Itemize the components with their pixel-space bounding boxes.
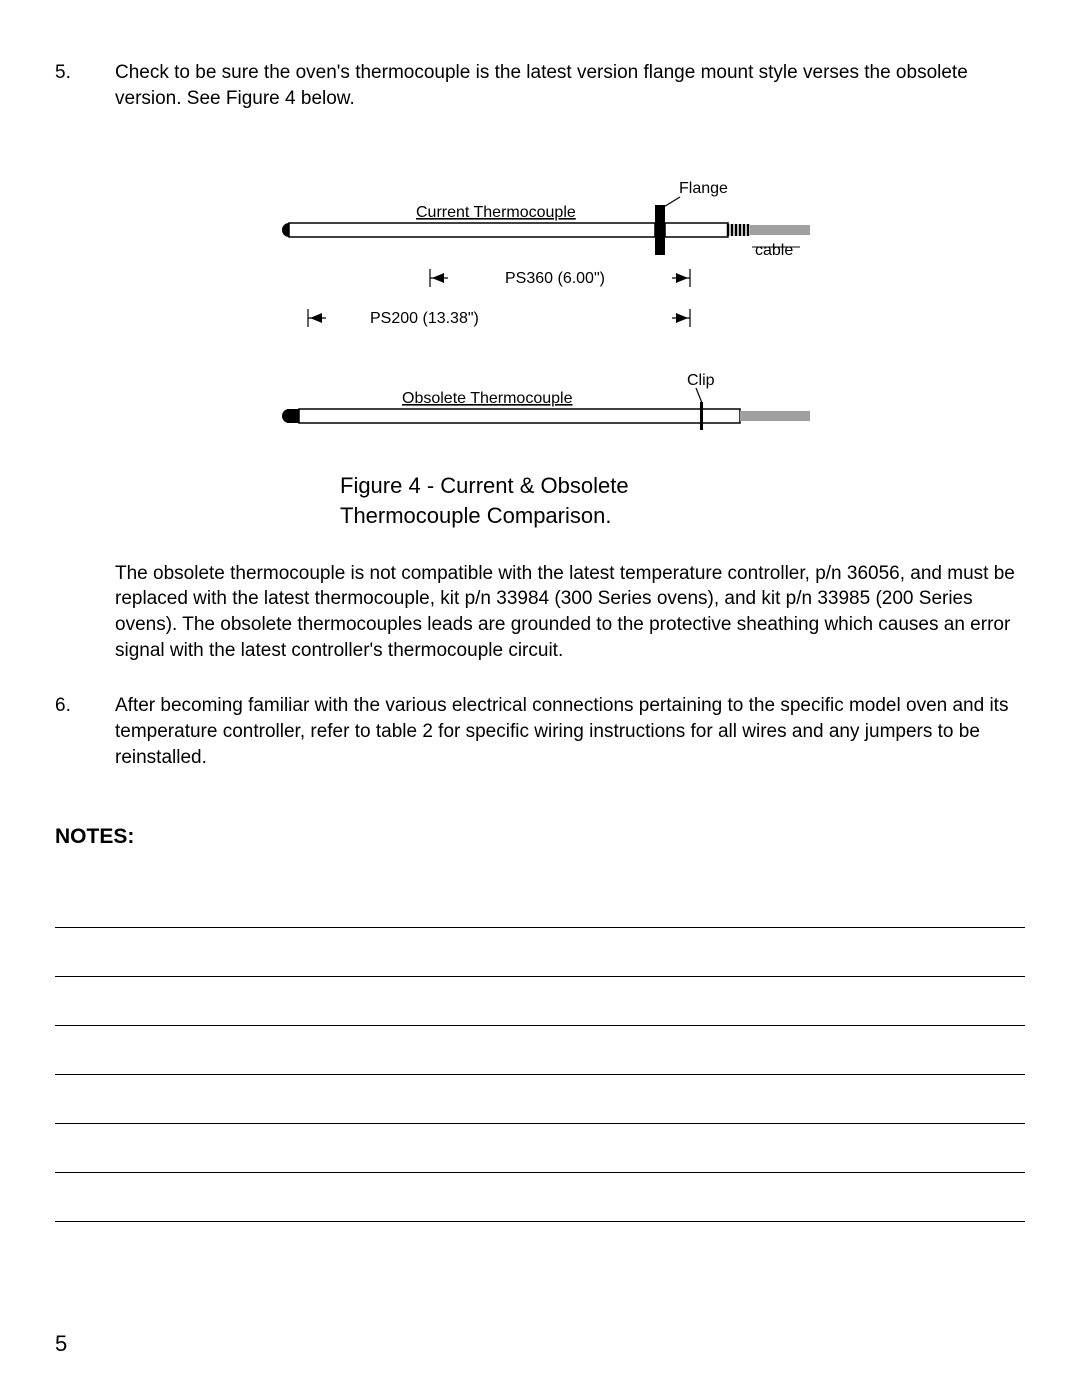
note-line xyxy=(55,879,1025,928)
note-line xyxy=(55,1026,1025,1075)
caption-line-1: Figure 4 - Current & Obsolete xyxy=(340,473,629,498)
page: 5. Check to be sure the oven's thermocou… xyxy=(0,0,1080,1397)
page-number: 5 xyxy=(55,1331,67,1357)
notes-lines xyxy=(55,879,1025,1222)
svg-text:PS360 (6.00"): PS360 (6.00") xyxy=(505,270,605,287)
svg-text:PS200 (13.38"): PS200 (13.38") xyxy=(370,310,479,327)
list-body-6: After becoming familiar with the various… xyxy=(115,693,1025,770)
list-number-6: 6. xyxy=(55,693,115,770)
svg-text:Flange: Flange xyxy=(679,181,728,197)
caption-line-2: Thermocouple Comparison. xyxy=(340,503,611,528)
list-item-5: 5. Check to be sure the oven's thermocou… xyxy=(55,60,1025,111)
thermocouple-diagram: Flange Current Thermocouple cable PS360 (6.… xyxy=(260,181,820,451)
list-item-6: 6. After becoming familiar with the vari… xyxy=(55,693,1025,770)
figure-caption: Figure 4 - Current & Obsolete Thermocoup… xyxy=(340,471,870,530)
obsolete-explanation: The obsolete thermocouple is not compati… xyxy=(115,561,1025,664)
svg-text:Obsolete Thermocouple: Obsolete Thermocouple xyxy=(402,390,573,407)
svg-text:Clip: Clip xyxy=(687,372,715,389)
note-line xyxy=(55,1124,1025,1173)
notes-heading: NOTES: xyxy=(55,825,1025,849)
list-number-5: 5. xyxy=(55,60,115,111)
note-line xyxy=(55,1173,1025,1222)
note-line xyxy=(55,1075,1025,1124)
note-line xyxy=(55,977,1025,1026)
figure-4: Flange Current Thermocouple cable PS360 (6.… xyxy=(55,181,1025,530)
note-line xyxy=(55,928,1025,977)
svg-text:Current Thermocouple: Current Thermocouple xyxy=(416,204,576,221)
svg-text:cable: cable xyxy=(755,242,793,259)
list-body-5: Check to be sure the oven's thermocouple… xyxy=(115,60,1025,111)
